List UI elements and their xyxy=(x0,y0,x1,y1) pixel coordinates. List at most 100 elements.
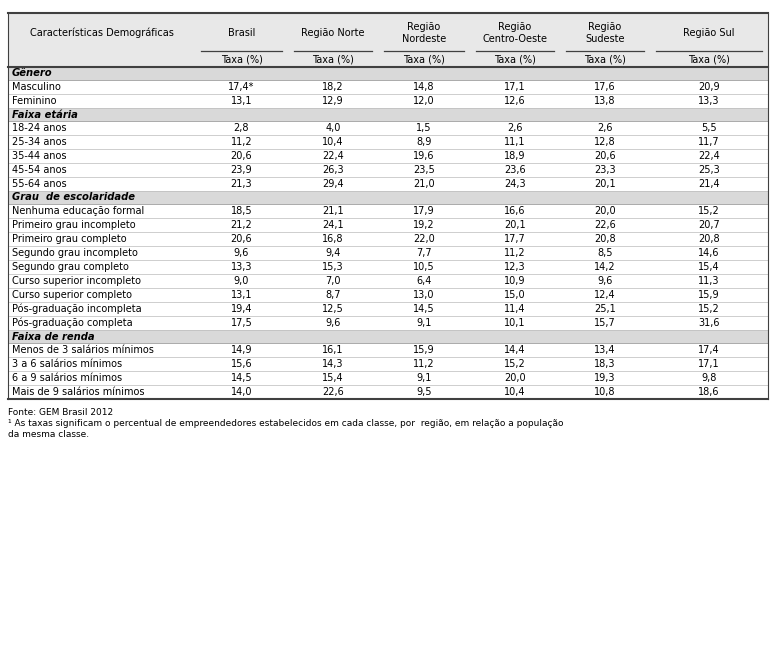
Text: da mesma classe.: da mesma classe. xyxy=(8,430,89,439)
Text: 9,5: 9,5 xyxy=(416,387,431,397)
Text: 12,0: 12,0 xyxy=(413,96,435,106)
Text: 23,3: 23,3 xyxy=(594,165,616,175)
Text: 15,2: 15,2 xyxy=(504,359,526,369)
Text: 20,6: 20,6 xyxy=(230,234,252,244)
Text: 18,6: 18,6 xyxy=(698,387,720,397)
Text: Características Demográficas: Características Demográficas xyxy=(29,27,174,39)
Bar xyxy=(8,53,768,67)
Text: 25,1: 25,1 xyxy=(594,304,616,314)
Text: Primeiro grau incompleto: Primeiro grau incompleto xyxy=(12,220,136,230)
Text: Taxa (%): Taxa (%) xyxy=(688,55,730,65)
Text: 6,4: 6,4 xyxy=(416,276,431,286)
Text: 20,0: 20,0 xyxy=(594,206,616,216)
Text: 25,3: 25,3 xyxy=(698,165,720,175)
Text: 14,5: 14,5 xyxy=(230,373,252,383)
Text: 9,6: 9,6 xyxy=(598,276,613,286)
Text: 15,2: 15,2 xyxy=(698,206,720,216)
Bar xyxy=(8,288,768,302)
Text: 2,8: 2,8 xyxy=(234,123,249,133)
Text: 17,9: 17,9 xyxy=(413,206,435,216)
Text: 23,9: 23,9 xyxy=(230,165,252,175)
Text: 16,8: 16,8 xyxy=(322,234,344,244)
Text: Curso superior completo: Curso superior completo xyxy=(12,290,132,300)
Text: Curso superior incompleto: Curso superior incompleto xyxy=(12,276,141,286)
Text: Taxa (%): Taxa (%) xyxy=(494,55,536,65)
Text: Feminino: Feminino xyxy=(12,96,57,106)
Text: 22,6: 22,6 xyxy=(322,387,344,397)
Text: 18,5: 18,5 xyxy=(230,206,252,216)
Text: Taxa (%): Taxa (%) xyxy=(220,55,262,65)
Bar xyxy=(8,135,768,149)
Text: 11,1: 11,1 xyxy=(504,137,526,147)
Text: 12,9: 12,9 xyxy=(322,96,344,106)
Bar xyxy=(8,246,768,260)
Text: 55-64 anos: 55-64 anos xyxy=(12,179,67,189)
Text: 10,5: 10,5 xyxy=(413,262,435,272)
Text: Faixa de renda: Faixa de renda xyxy=(12,332,95,342)
Text: 23,6: 23,6 xyxy=(504,165,526,175)
Text: 10,8: 10,8 xyxy=(594,387,615,397)
Text: Grau  de escolaridade: Grau de escolaridade xyxy=(12,193,135,202)
Bar xyxy=(8,302,768,316)
Text: 23,5: 23,5 xyxy=(413,165,435,175)
Text: Primeiro grau completo: Primeiro grau completo xyxy=(12,234,126,244)
Text: 7,0: 7,0 xyxy=(325,276,341,286)
Text: Pós-graduação incompleta: Pós-graduação incompleta xyxy=(12,304,142,314)
Text: 6 a 9 salários mínimos: 6 a 9 salários mínimos xyxy=(12,373,122,383)
Text: 10,9: 10,9 xyxy=(504,276,526,286)
Text: Região
Nordeste: Região Nordeste xyxy=(402,22,446,44)
Text: 17,1: 17,1 xyxy=(698,359,720,369)
Text: 13,3: 13,3 xyxy=(230,262,252,272)
Text: Fonte: GEM Brasil 2012: Fonte: GEM Brasil 2012 xyxy=(8,408,113,417)
Text: 20,1: 20,1 xyxy=(594,179,616,189)
Text: 20,6: 20,6 xyxy=(594,151,616,161)
Text: 20,7: 20,7 xyxy=(698,220,720,230)
Text: 14,5: 14,5 xyxy=(413,304,435,314)
Text: 26,3: 26,3 xyxy=(322,165,344,175)
Bar xyxy=(8,80,768,94)
Text: 9,6: 9,6 xyxy=(325,318,341,328)
Text: 17,7: 17,7 xyxy=(504,234,526,244)
Text: 31,6: 31,6 xyxy=(698,318,720,328)
Text: 17,4: 17,4 xyxy=(698,345,720,355)
Text: 12,5: 12,5 xyxy=(322,304,344,314)
Bar xyxy=(8,204,768,218)
Text: 20,0: 20,0 xyxy=(504,373,526,383)
Text: 9,8: 9,8 xyxy=(702,373,717,383)
Bar xyxy=(8,343,768,357)
Text: 24,3: 24,3 xyxy=(504,179,526,189)
Text: 11,2: 11,2 xyxy=(230,137,252,147)
Text: Segundo grau completo: Segundo grau completo xyxy=(12,262,129,272)
Text: 9,1: 9,1 xyxy=(416,373,431,383)
Bar xyxy=(8,67,768,80)
Text: 17,6: 17,6 xyxy=(594,82,616,92)
Text: 4,0: 4,0 xyxy=(325,123,341,133)
Bar xyxy=(8,371,768,385)
Text: 8,7: 8,7 xyxy=(325,290,341,300)
Text: 14,0: 14,0 xyxy=(230,387,252,397)
Bar xyxy=(8,316,768,330)
Bar xyxy=(8,218,768,232)
Text: 14,8: 14,8 xyxy=(414,82,435,92)
Bar xyxy=(8,94,768,108)
Text: 9,1: 9,1 xyxy=(416,318,431,328)
Text: 14,9: 14,9 xyxy=(230,345,252,355)
Text: 10,4: 10,4 xyxy=(322,137,344,147)
Text: 21,1: 21,1 xyxy=(322,206,344,216)
Text: 14,6: 14,6 xyxy=(698,248,720,258)
Text: 17,5: 17,5 xyxy=(230,318,252,328)
Bar xyxy=(8,177,768,191)
Text: 12,4: 12,4 xyxy=(594,290,616,300)
Text: Segundo grau incompleto: Segundo grau incompleto xyxy=(12,248,138,258)
Text: Taxa (%): Taxa (%) xyxy=(584,55,626,65)
Text: 18,3: 18,3 xyxy=(594,359,615,369)
Text: 1,5: 1,5 xyxy=(416,123,431,133)
Bar xyxy=(8,13,768,53)
Text: Taxa (%): Taxa (%) xyxy=(403,55,445,65)
Text: 22,4: 22,4 xyxy=(698,151,720,161)
Text: Menos de 3 salários mínimos: Menos de 3 salários mínimos xyxy=(12,345,154,355)
Text: 15,9: 15,9 xyxy=(698,290,720,300)
Bar xyxy=(8,108,768,121)
Text: 19,4: 19,4 xyxy=(230,304,252,314)
Text: 20,9: 20,9 xyxy=(698,82,720,92)
